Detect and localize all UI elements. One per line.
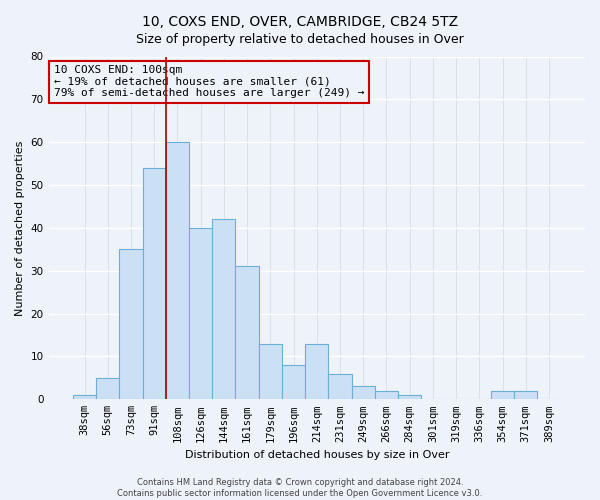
Text: Size of property relative to detached houses in Over: Size of property relative to detached ho… [136,32,464,46]
Bar [73,395,96,400]
Bar [212,220,235,400]
Bar [235,266,259,400]
Bar [189,228,212,400]
Bar [259,344,282,400]
Bar [352,386,375,400]
Bar [305,344,328,400]
Text: Contains HM Land Registry data © Crown copyright and database right 2024.
Contai: Contains HM Land Registry data © Crown c… [118,478,482,498]
Bar [166,142,189,400]
Bar [96,378,119,400]
Bar [398,395,421,400]
Bar [328,374,352,400]
Text: 10, COXS END, OVER, CAMBRIDGE, CB24 5TZ: 10, COXS END, OVER, CAMBRIDGE, CB24 5TZ [142,15,458,29]
X-axis label: Distribution of detached houses by size in Over: Distribution of detached houses by size … [185,450,449,460]
Bar [282,365,305,400]
Bar [491,390,514,400]
Bar [375,390,398,400]
Bar [143,168,166,400]
Bar [119,250,143,400]
Bar [514,390,538,400]
Text: 10 COXS END: 100sqm
← 19% of detached houses are smaller (61)
79% of semi-detach: 10 COXS END: 100sqm ← 19% of detached ho… [54,65,364,98]
Y-axis label: Number of detached properties: Number of detached properties [15,140,25,316]
